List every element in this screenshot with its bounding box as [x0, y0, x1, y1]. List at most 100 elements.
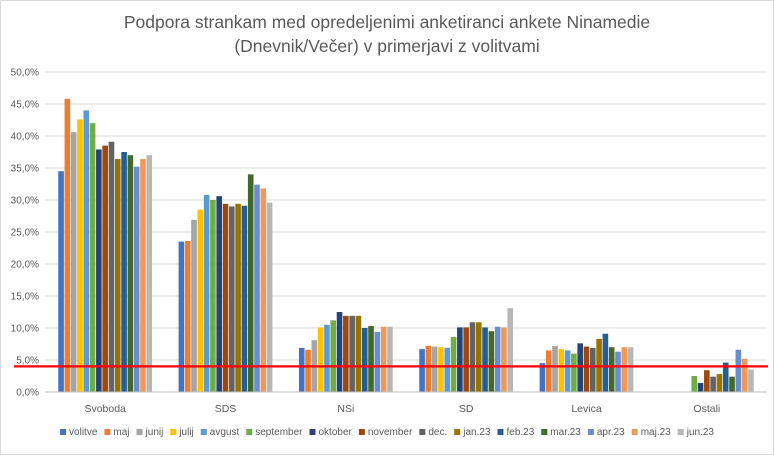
bar [444, 347, 451, 392]
bar [336, 312, 343, 392]
category-labels: Svoboda SDS NSi SD Levica Ostali [84, 403, 720, 415]
legend-label: volitve [69, 427, 98, 438]
legend-label: avgust [210, 427, 240, 438]
legend-swatch [136, 429, 143, 435]
legend-label: julij [178, 427, 193, 438]
legend-label: dec. [428, 427, 447, 438]
chart-title-line-1: Podpora strankam med opredeljenimi anket… [123, 12, 651, 32]
bar [627, 347, 634, 392]
y-tick-label: 20,0% [11, 260, 39, 271]
bar [330, 320, 337, 392]
bar [748, 369, 754, 392]
bar [184, 240, 191, 392]
bar [741, 358, 748, 392]
legend-label: apr.23 [597, 427, 625, 438]
bar [361, 328, 368, 392]
bar [450, 336, 457, 392]
bar [590, 347, 596, 392]
legend: volitve maj junij julij avgust september oktob… [60, 427, 714, 438]
legend-swatch [677, 429, 684, 435]
bar [380, 326, 387, 392]
bar [425, 345, 432, 392]
legend-swatch [541, 429, 548, 435]
bar [64, 98, 71, 392]
legend-label: maj.23 [641, 427, 671, 438]
bar [229, 206, 235, 392]
legend-swatch [60, 429, 67, 435]
legend-swatch [170, 429, 177, 435]
legend-label: oktober [319, 427, 353, 438]
bar [114, 159, 121, 392]
category-label: NSi [337, 403, 354, 415]
bar [735, 349, 742, 392]
bar [127, 155, 134, 392]
y-tick-label: 25,0% [11, 228, 39, 239]
legend-label: mar.23 [550, 427, 581, 438]
bar [203, 194, 210, 392]
y-tick-label: 30,0% [11, 196, 39, 207]
bar [501, 327, 507, 392]
bar [235, 203, 241, 392]
bar [558, 349, 565, 392]
bar [247, 174, 254, 392]
bar [89, 123, 96, 392]
bar [482, 327, 488, 392]
bar [494, 326, 501, 392]
bar [469, 322, 476, 392]
y-tick-label: 5,0% [16, 356, 39, 367]
bar [140, 159, 146, 392]
bar [77, 119, 83, 393]
bar [545, 350, 552, 392]
bar [539, 363, 546, 392]
bar [178, 241, 185, 392]
legend-swatch [246, 429, 253, 435]
category-label: SD [459, 403, 474, 415]
legend-swatch [419, 429, 426, 435]
bar [254, 184, 260, 392]
bar [463, 327, 469, 392]
bar [419, 349, 425, 392]
category-label: Levica [571, 403, 602, 415]
legend-swatch [309, 429, 316, 435]
y-tick-label: 45,0% [11, 100, 39, 111]
bar [729, 376, 735, 392]
bar [722, 362, 729, 392]
bar [691, 376, 698, 392]
legend-label: feb.23 [506, 427, 534, 438]
y-tick-label: 15,0% [11, 292, 39, 303]
bar [716, 374, 723, 392]
bar [343, 315, 349, 392]
bar [602, 333, 609, 392]
bar [431, 346, 438, 392]
bar [704, 370, 710, 392]
bar [305, 349, 311, 392]
category-label: SDS [215, 403, 237, 415]
bar [133, 166, 140, 392]
bar [260, 188, 267, 392]
bar [457, 327, 463, 392]
bar [197, 209, 204, 392]
bar [210, 200, 216, 392]
bar [266, 202, 273, 392]
bar [488, 331, 495, 392]
bar [507, 308, 514, 392]
bar [108, 141, 115, 392]
y-tick-label: 50,0% [11, 68, 39, 79]
category-label: Ostali [693, 403, 720, 415]
bar [146, 155, 153, 392]
y-axis-tick-labels: 0,0% 5,0% 10,0% 15,0% 20,0% 25,0% 30,0% 35,0% 40… [11, 68, 39, 399]
legend-label: jan.23 [462, 427, 491, 438]
bar [83, 110, 90, 393]
y-tick-label: 40,0% [11, 132, 39, 143]
bar [615, 351, 621, 392]
bar [121, 152, 127, 392]
legend-label: september [255, 427, 303, 438]
legend-label: junij [145, 427, 164, 438]
bar [552, 345, 558, 392]
bar [710, 376, 716, 392]
bar [583, 346, 590, 392]
y-tick-label: 10,0% [11, 324, 39, 335]
bar [58, 171, 64, 392]
gridlines [45, 71, 767, 361]
